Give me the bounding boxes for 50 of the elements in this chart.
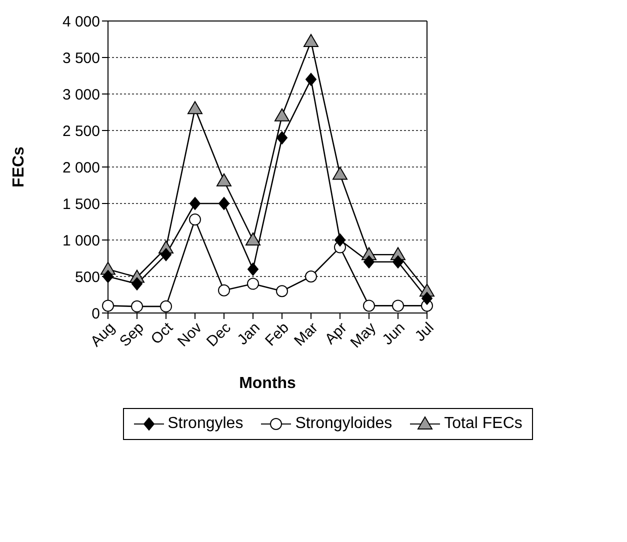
point xyxy=(102,270,114,283)
y-tick-label: 1 500 xyxy=(62,196,100,213)
point xyxy=(247,278,259,290)
point xyxy=(216,173,232,186)
point xyxy=(189,214,201,226)
point xyxy=(306,72,316,86)
y-tick-label: 2 500 xyxy=(62,122,100,140)
y-tick-label: 500 xyxy=(74,268,100,286)
x-tick-label: Nov xyxy=(174,318,206,350)
legend-label: Total FECs xyxy=(444,415,522,433)
x-tick-label: Mar xyxy=(291,319,322,350)
x-tick-label: Oct xyxy=(148,318,177,348)
point xyxy=(188,101,202,114)
x-tick-label: Dec xyxy=(203,318,235,350)
y-axis-title: FECs xyxy=(10,146,28,188)
y-tick-label: 1 000 xyxy=(62,232,100,250)
x-tick-label: Jul xyxy=(412,319,438,345)
point xyxy=(364,255,374,268)
point xyxy=(305,270,317,282)
legend-label: Strongyloides xyxy=(295,415,392,433)
point xyxy=(218,284,230,296)
point xyxy=(392,255,404,268)
point xyxy=(102,300,114,312)
point xyxy=(190,197,200,210)
point xyxy=(160,300,172,312)
point xyxy=(276,285,288,298)
point xyxy=(276,131,288,144)
point xyxy=(274,108,290,122)
point xyxy=(218,197,230,210)
y-tick-label: 2 000 xyxy=(62,159,100,176)
point xyxy=(422,292,432,305)
point xyxy=(332,166,348,180)
x-tick-label: Sep xyxy=(116,319,148,350)
y-tick-label: 3 500 xyxy=(62,50,100,67)
point xyxy=(304,34,318,47)
legend-label: Strongyles xyxy=(168,415,244,433)
point xyxy=(160,248,172,262)
point xyxy=(246,232,260,246)
x-axis-title: Months xyxy=(239,375,296,392)
x-tick-label: Jun xyxy=(379,319,408,348)
point xyxy=(131,300,143,312)
point xyxy=(392,300,404,312)
point xyxy=(132,277,142,290)
x-tick-label: Jan xyxy=(234,319,264,348)
x-tick-label: Feb xyxy=(262,319,292,350)
point xyxy=(363,300,375,312)
y-tick-label: 3 000 xyxy=(62,86,100,104)
point xyxy=(334,234,346,246)
y-tick-label: 4 000 xyxy=(62,13,100,30)
point xyxy=(248,262,258,276)
